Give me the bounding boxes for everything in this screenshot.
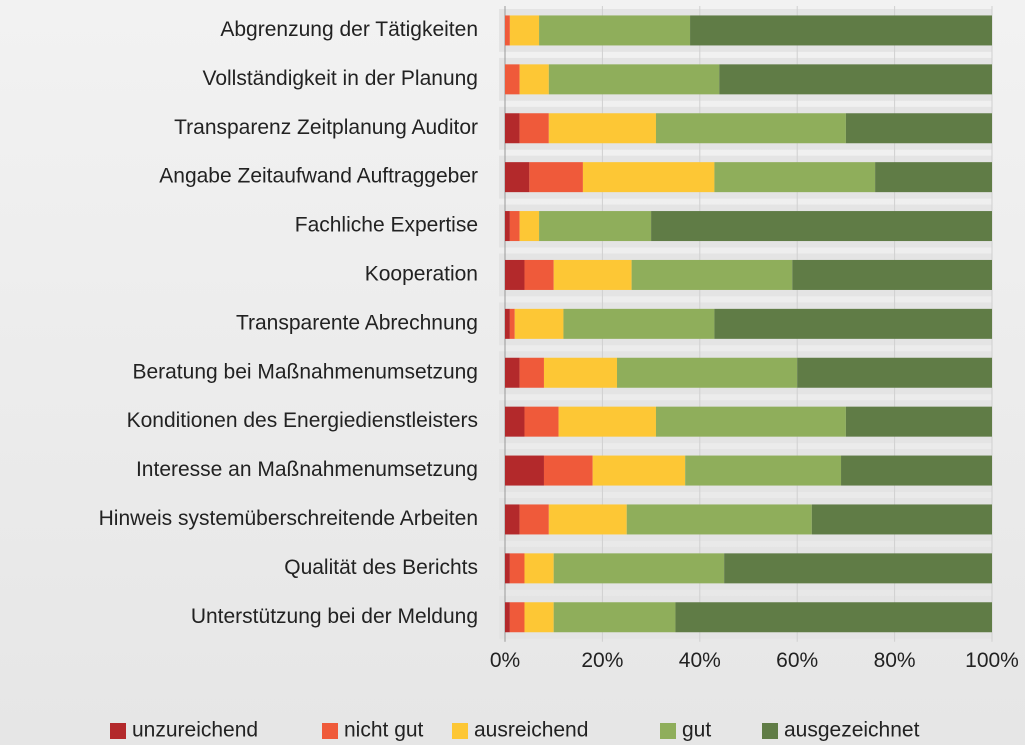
legend-swatch bbox=[660, 723, 676, 739]
bar-segment bbox=[875, 162, 992, 193]
bar-segment bbox=[509, 15, 540, 46]
bar-segment bbox=[714, 308, 992, 339]
bar-segment bbox=[524, 259, 554, 290]
bar-segment bbox=[811, 504, 992, 535]
bar-segment bbox=[505, 162, 530, 193]
bar-segment bbox=[543, 357, 618, 388]
category-label: Transparenz Zeitplanung Auditor bbox=[174, 116, 478, 139]
legend-label: gut bbox=[682, 719, 711, 742]
bar-segment bbox=[505, 602, 510, 633]
category-label: Beratung bei Maßnahmenumsetzung bbox=[132, 360, 478, 383]
legend-swatch bbox=[452, 723, 468, 739]
bar-segment bbox=[509, 211, 520, 242]
bar-segment bbox=[519, 357, 544, 388]
category-label: Transparente Abrechnung bbox=[236, 311, 478, 334]
bar-segment bbox=[509, 308, 515, 339]
bar-segment bbox=[845, 406, 992, 437]
category-label: Fachliche Expertise bbox=[295, 214, 478, 237]
category-label: Interesse an Maßnahmenumsetzung bbox=[136, 458, 478, 481]
bar-segment bbox=[558, 406, 656, 437]
bar-segment bbox=[519, 211, 540, 242]
bar-segment bbox=[675, 602, 992, 633]
bar-segment bbox=[505, 211, 510, 242]
category-label: Abgrenzung der Tätigkeiten bbox=[220, 18, 478, 41]
bar-segment bbox=[797, 357, 992, 388]
bar-segment bbox=[519, 504, 549, 535]
bar-segment bbox=[553, 602, 676, 633]
bar-segment bbox=[553, 259, 632, 290]
bar-segment bbox=[505, 64, 520, 95]
bar-segment bbox=[505, 553, 510, 584]
category-label: Kooperation bbox=[365, 262, 478, 285]
bar-segment bbox=[631, 259, 793, 290]
legend-label: ausgezeichnet bbox=[784, 719, 920, 742]
bar-segment bbox=[519, 113, 549, 144]
bar-segment bbox=[543, 455, 593, 486]
bar-segment bbox=[617, 357, 798, 388]
legend-swatch bbox=[110, 723, 126, 739]
bar-segment bbox=[548, 64, 720, 95]
bar-segment bbox=[845, 113, 992, 144]
category-label: Konditionen des Energiedienstleisters bbox=[127, 409, 478, 432]
category-label: Hinweis systemüberschreitende Arbeiten bbox=[99, 507, 478, 530]
bar-segment bbox=[505, 113, 520, 144]
bar-segment bbox=[519, 64, 549, 95]
bar-segment bbox=[505, 308, 510, 339]
bar-segment bbox=[505, 406, 525, 437]
bar-segment bbox=[582, 162, 715, 193]
bar-segment bbox=[655, 113, 846, 144]
bar-segment bbox=[655, 406, 846, 437]
bar-segment bbox=[563, 308, 715, 339]
bar-segment bbox=[548, 113, 656, 144]
bar-segment bbox=[714, 162, 876, 193]
bar-segment bbox=[505, 455, 544, 486]
x-tick-label: 40% bbox=[679, 649, 721, 672]
bar-segment bbox=[505, 15, 510, 46]
legend-swatch bbox=[762, 723, 778, 739]
x-tick-label: 80% bbox=[874, 649, 916, 672]
bar-segment bbox=[524, 602, 554, 633]
bar-segment bbox=[509, 602, 525, 633]
bar-segment bbox=[592, 455, 686, 486]
bar-segment bbox=[509, 553, 525, 584]
bar-segment bbox=[505, 357, 520, 388]
category-label: Vollständigkeit in der Planung bbox=[202, 67, 478, 90]
bar-segment bbox=[792, 259, 992, 290]
bar-segment bbox=[505, 504, 520, 535]
bar-segment bbox=[719, 64, 992, 95]
category-label: Angabe Zeitaufwand Auftraggeber bbox=[159, 165, 478, 188]
bar-segment bbox=[514, 308, 564, 339]
bar-segment bbox=[524, 553, 554, 584]
x-tick-label: 0% bbox=[490, 649, 520, 672]
bar-segment bbox=[548, 504, 627, 535]
bar-segment bbox=[651, 211, 992, 242]
x-tick-label: 100% bbox=[965, 649, 1019, 672]
x-tick-label: 60% bbox=[776, 649, 818, 672]
bar-segment bbox=[626, 504, 812, 535]
bar-segment bbox=[690, 15, 992, 46]
bar-segment bbox=[685, 455, 842, 486]
legend-label: nicht gut bbox=[344, 719, 424, 742]
bar-segment bbox=[841, 455, 992, 486]
legend-label: ausreichend bbox=[474, 719, 588, 742]
bar-segment bbox=[505, 259, 525, 290]
category-label: Qualität des Berichts bbox=[284, 556, 478, 579]
bar-segment bbox=[529, 162, 583, 193]
bar-segment bbox=[524, 406, 559, 437]
bar-segment bbox=[539, 211, 652, 242]
bar-segment bbox=[724, 553, 992, 584]
category-label: Unterstützung bei der Meldung bbox=[191, 605, 478, 628]
bar-segment bbox=[539, 15, 691, 46]
legend-label: unzureichend bbox=[132, 719, 258, 742]
legend-swatch bbox=[322, 723, 338, 739]
bar-segment bbox=[553, 553, 725, 584]
x-tick-label: 20% bbox=[581, 649, 623, 672]
